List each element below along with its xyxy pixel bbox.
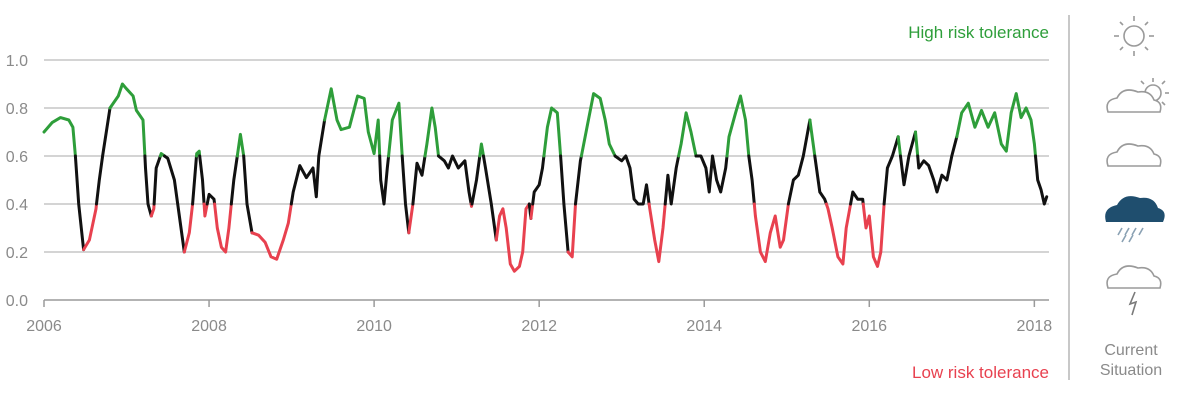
y-tick-label: 0.6 — [6, 149, 28, 166]
series-segment-mid — [73, 154, 86, 252]
series-segment-low — [861, 202, 886, 268]
series-segment-mid — [242, 154, 254, 235]
x-tick-label: 2008 — [191, 318, 227, 335]
x-tick-label: 2016 — [851, 318, 887, 335]
low-risk-annotation: Low risk tolerance — [912, 363, 1049, 382]
series-segment-low — [149, 202, 156, 218]
series-segment-mid — [143, 154, 153, 218]
series-segment-mid — [400, 154, 411, 235]
series-segment-high — [387, 101, 404, 158]
series-segment-low — [250, 202, 293, 261]
x-tick-label: 2006 — [26, 318, 62, 335]
series-segment-high — [195, 149, 202, 158]
series-segment-mid — [482, 154, 498, 242]
series-segment-high — [725, 94, 751, 158]
x-tick-label: 2012 — [521, 318, 557, 335]
series-segment-mid — [882, 135, 900, 206]
grid-lines — [44, 59, 1049, 253]
series-segment-high — [235, 132, 246, 158]
series-segment-mid — [378, 154, 391, 206]
series-segment-low — [494, 202, 531, 273]
y-tick-label: 0.2 — [6, 245, 28, 262]
sun-cloud-icon — [1106, 78, 1169, 113]
series-segment-high — [579, 92, 617, 158]
series-line — [42, 82, 1049, 273]
x-tick-label: 2010 — [356, 318, 392, 335]
series-segment-low — [182, 202, 195, 254]
cloud-icon — [1106, 143, 1162, 167]
series-segment-high — [955, 92, 1037, 158]
series-segment-mid — [95, 106, 112, 206]
series-segment-mid — [613, 154, 651, 206]
series-segment-low — [213, 202, 233, 254]
series-segment-high — [542, 106, 563, 158]
rain-cloud-icon — [1105, 196, 1165, 243]
series-segment-high — [808, 118, 817, 158]
series-segment-low — [824, 202, 853, 266]
y-tick-label: 0.0 — [6, 293, 28, 310]
series-segment-high — [914, 130, 920, 158]
x-tick-label: 2014 — [686, 318, 722, 335]
series-segment-mid — [198, 154, 206, 206]
series-segment-mid — [289, 118, 327, 206]
series-segment-mid — [152, 154, 162, 206]
series-segment-low — [647, 202, 667, 264]
sun-icon — [1114, 16, 1154, 56]
series-segment-mid — [849, 190, 865, 206]
y-tick-label: 0.4 — [6, 197, 28, 214]
series-segment-mid — [163, 154, 186, 254]
series-segment-high — [42, 116, 77, 158]
series-segment-high — [478, 142, 485, 158]
series-segment-high — [323, 87, 382, 158]
series-segment-mid — [899, 130, 917, 187]
series-segment-mid — [574, 154, 583, 206]
series-segment-low — [202, 202, 209, 218]
series-segment-low — [566, 202, 577, 259]
series-segment-mid — [470, 154, 482, 206]
series-segment-low — [529, 202, 535, 220]
series-segment-low — [82, 202, 98, 252]
series-segment-mid — [559, 154, 570, 254]
series-segment-high — [677, 111, 698, 158]
series-segment-mid — [229, 154, 239, 206]
series-segment-low — [752, 202, 790, 264]
series-segment-mid — [813, 154, 828, 206]
series-segment-mid — [747, 154, 756, 206]
x-axis: 2006 2008 2010 2012 2014 2016 2018 — [26, 299, 1053, 335]
series-segment-mid — [663, 154, 681, 206]
x-tick-label: 2018 — [1017, 318, 1053, 335]
storm-cloud-icon — [1106, 265, 1162, 316]
current-situation-label-line2: Situation — [1100, 362, 1162, 379]
series-segment-mid — [205, 192, 217, 206]
series-segment-mid — [191, 154, 198, 206]
series-segment-high — [423, 106, 440, 158]
series-segment-mid — [694, 154, 729, 194]
series-segment-mid — [411, 154, 427, 206]
series-segment-mid — [531, 154, 546, 206]
current-situation-label-line1: Current — [1104, 342, 1158, 359]
y-axis-tick-labels: 0.0 0.2 0.4 0.6 0.8 1.0 — [6, 53, 28, 310]
series-segment-mid — [916, 135, 959, 194]
y-tick-label: 1.0 — [6, 53, 28, 70]
series-segment-mid — [786, 118, 812, 206]
series-segment-mid — [437, 154, 473, 206]
series-segment-high — [108, 82, 147, 158]
y-tick-label: 0.8 — [6, 101, 28, 118]
series-segment-mid — [1034, 154, 1049, 206]
series-segment-low — [407, 202, 415, 235]
series-segment-high — [896, 135, 902, 158]
high-risk-annotation: High risk tolerance — [908, 23, 1049, 42]
